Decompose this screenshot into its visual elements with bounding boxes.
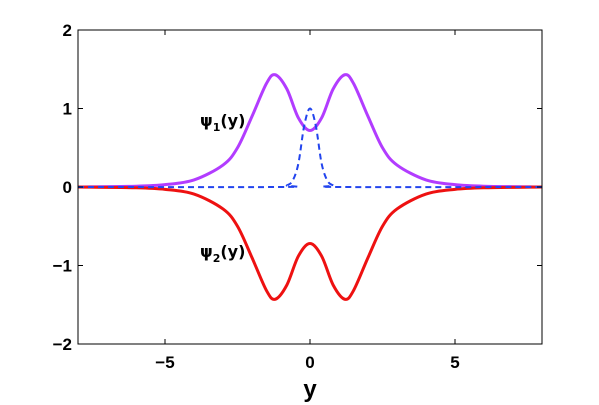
psi2-label: ψ2(y) — [200, 242, 245, 265]
psi1-curve — [77, 73, 543, 189]
psi1-label: ψ1(y) — [200, 111, 245, 134]
y-tick-label: 2 — [63, 21, 72, 40]
psi2-symbol: ψ — [200, 242, 213, 261]
psi2-suffix: (y) — [220, 242, 245, 261]
y-tick-label: −2 — [53, 335, 72, 354]
psi2-subscript: 2 — [213, 252, 221, 265]
x-tick-label: 5 — [450, 353, 459, 372]
psi1-suffix: (y) — [220, 111, 245, 130]
psi2-curve — [77, 185, 543, 301]
x-tick-label: −5 — [155, 353, 174, 372]
potential-dashed-curve — [77, 107, 543, 189]
y-tick-label: −1 — [53, 257, 72, 276]
series-layer — [77, 73, 543, 301]
x-tick-label: 0 — [305, 353, 314, 372]
psi1-subscript: 1 — [213, 121, 221, 134]
y-tick-label: 1 — [63, 100, 72, 119]
plot-background — [78, 30, 542, 344]
psi1-symbol: ψ — [200, 111, 213, 130]
tick-layer: −5 0 5 −2 −1 0 1 2 — [53, 21, 542, 372]
y-tick-label: 0 — [63, 178, 72, 197]
x-axis-label: y — [303, 376, 317, 403]
